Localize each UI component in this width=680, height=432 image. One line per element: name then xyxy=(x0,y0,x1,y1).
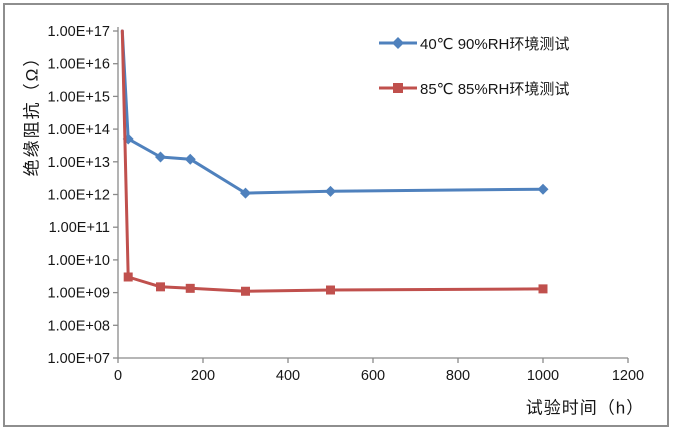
series-0-diamond-marker xyxy=(537,183,549,195)
x-tick-label: 1200 xyxy=(612,368,644,384)
y-tick-label: 1.00E+10 xyxy=(48,253,111,269)
y-tick-label: 1.00E+11 xyxy=(49,220,110,236)
series-0-diamond-marker xyxy=(240,187,251,199)
series-1-square-marker xyxy=(156,282,165,292)
y-tick-label: 1.00E+14 xyxy=(48,122,111,138)
legend: 40℃ 90%RH环境测试 85℃ 85%RH环境测试 xyxy=(378,33,569,123)
series-1-square-marker xyxy=(123,272,133,282)
y-tick-label: 1.00E+17 xyxy=(48,24,111,40)
legend-line-diamond-icon xyxy=(379,37,417,49)
legend-item-85c-85rh: 85℃ 85%RH环境测试 xyxy=(378,78,569,98)
x-tick-label: 400 xyxy=(276,368,300,384)
x-tick-label: 0 xyxy=(114,368,122,384)
y-tick-label: 1.00E+12 xyxy=(48,188,111,204)
x-tick-label: 800 xyxy=(446,368,470,384)
y-tick-label: 1.00E+15 xyxy=(48,89,111,105)
series-1-square-marker xyxy=(538,284,548,294)
y-tick-label: 1.00E+07 xyxy=(48,351,111,367)
series-1-square-marker xyxy=(241,286,250,296)
legend-label: 85℃ 85%RH环境测试 xyxy=(420,80,570,98)
series-0-diamond-marker xyxy=(155,151,166,163)
series-1-square-marker xyxy=(326,285,335,295)
y-axis-title: 绝缘阻抗（Ω） xyxy=(22,47,42,177)
y-tick-label: 1.00E+08 xyxy=(48,318,111,334)
chart-border xyxy=(3,3,669,427)
y-tick-label: 1.00E+16 xyxy=(48,57,111,73)
x-axis-title: 试验时间（h） xyxy=(525,398,645,418)
y-tick-label: 1.00E+09 xyxy=(48,286,111,302)
legend-line-square-icon xyxy=(379,83,417,93)
series-1-square-marker xyxy=(185,283,195,293)
series-0-diamond-marker xyxy=(325,185,336,197)
x-tick-label: 600 xyxy=(361,368,385,384)
legend-item-40c-90rh: 40℃ 90%RH环境测试 xyxy=(378,33,569,53)
series-0-diamond-marker xyxy=(184,153,196,165)
legend-label: 40℃ 90%RH环境测试 xyxy=(420,35,570,53)
x-tick-label: 1000 xyxy=(527,368,559,384)
x-tick-label: 200 xyxy=(191,368,215,384)
y-tick-label: 1.00E+13 xyxy=(48,155,111,171)
